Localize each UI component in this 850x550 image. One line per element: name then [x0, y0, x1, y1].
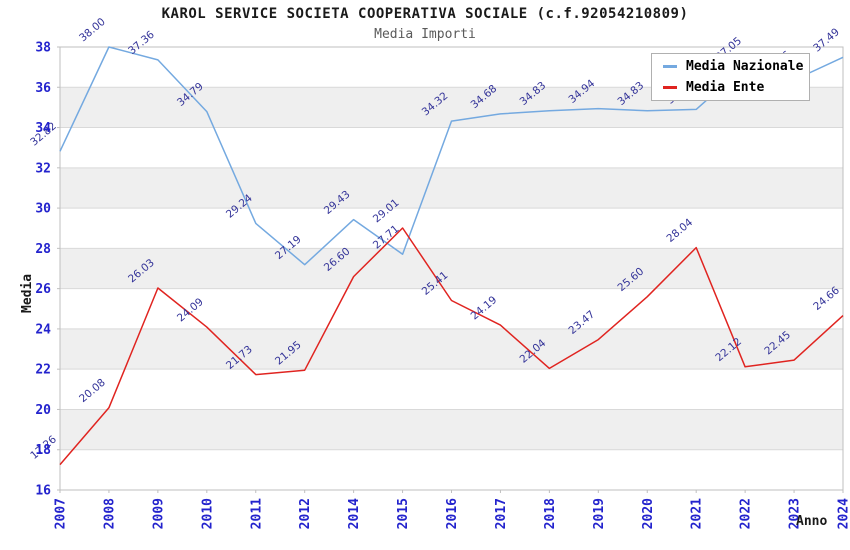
media-nazionale-line-swatch-icon [663, 65, 677, 68]
legend-item-media-nazionale: Media Nazionale [663, 59, 809, 74]
x-tick-label: 2019 [592, 498, 607, 529]
x-tick-label: 2021 [690, 498, 705, 529]
x-tick-label: 2010 [200, 498, 215, 529]
x-tick-label: 2012 [298, 498, 313, 529]
x-tick-label: 2016 [445, 498, 460, 529]
y-tick-label: 28 [35, 242, 51, 257]
y-tick-label: 38 [35, 41, 51, 56]
series-line-media-ente [59, 227, 844, 466]
x-tick-label: 2024 [837, 498, 850, 529]
plot-band [60, 328, 843, 370]
y-tick-label: 30 [35, 202, 51, 217]
x-tick-label: 2020 [641, 498, 656, 529]
x-tick-label: 2014 [347, 498, 362, 529]
y-tick-label: 16 [35, 484, 51, 499]
plot-band [60, 167, 843, 209]
plot-band [60, 409, 843, 450]
legend-label-media-ente: Media Ente [686, 80, 765, 95]
legend-label-media-nazionale: Media Nazionale [686, 59, 804, 74]
y-axis-title: Media [20, 273, 35, 313]
media-ente-line-swatch-icon [663, 86, 677, 89]
y-tick-label: 32 [35, 161, 51, 176]
plot-band [60, 288, 843, 329]
legend: Media Nazionale Media Ente [651, 53, 810, 101]
y-tick-label: 22 [35, 363, 51, 378]
x-tick-label: 2009 [151, 498, 166, 529]
x-tick-label: 2017 [494, 498, 509, 529]
y-tick-label: 36 [35, 81, 51, 96]
x-tick-label: 2023 [788, 498, 803, 529]
x-tick-label: 2008 [102, 498, 117, 529]
x-axis-title: Anno [796, 514, 828, 529]
x-tick-label: 2007 [54, 498, 69, 529]
x-tick-label: 2018 [543, 498, 558, 529]
plot-band [60, 127, 843, 168]
chart-title: KAROL SERVICE SOCIETA COOPERATIVA SOCIAL… [161, 6, 689, 22]
x-tick-label: 2011 [249, 498, 264, 529]
plot-band [60, 208, 843, 249]
chart-subtitle: Media Importi [374, 27, 476, 42]
y-tick-label: 26 [35, 282, 51, 297]
plot-band [60, 248, 843, 289]
y-tick-label: 20 [35, 403, 51, 418]
y-tick-label: 34 [35, 121, 51, 136]
x-tick-label: 2015 [396, 498, 411, 529]
plot-band [60, 369, 843, 410]
legend-item-media-ente: Media Ente [663, 80, 809, 95]
plot-band [60, 449, 843, 490]
y-tick-label: 24 [35, 322, 51, 337]
y-tick-label: 18 [35, 443, 51, 458]
x-tick-label: 2022 [739, 498, 754, 529]
point-label: 38.00 [77, 16, 108, 45]
